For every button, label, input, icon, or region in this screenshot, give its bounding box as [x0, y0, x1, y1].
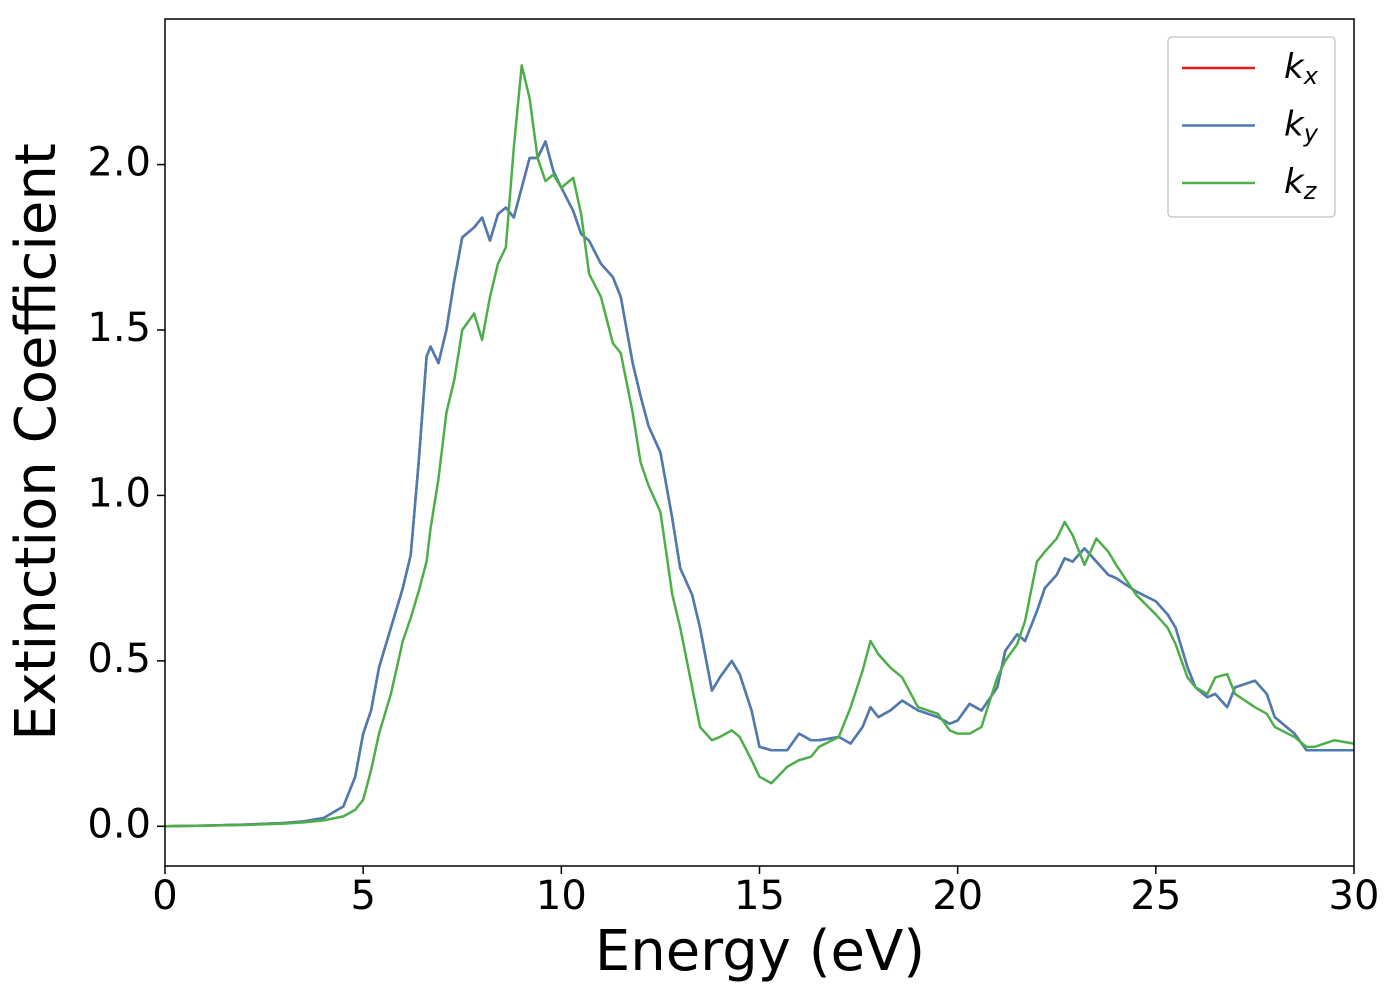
series-line — [164, 64, 1355, 828]
legend-label: kz — [1284, 162, 1318, 206]
y-tick-label: 0.0 — [87, 801, 151, 847]
x-tick-label: 10 — [536, 873, 587, 919]
x-tick-label: 0 — [152, 873, 177, 919]
series-line — [164, 140, 1354, 828]
legend-label: kx — [1284, 47, 1319, 91]
x-tick-label: 25 — [1130, 873, 1181, 919]
y-axis-label: Extinction Coefficient — [4, 143, 69, 741]
legend-label: ky — [1284, 104, 1319, 148]
x-tick-label: 15 — [734, 873, 785, 919]
series-line — [164, 140, 1354, 828]
x-tick-label: 30 — [1329, 873, 1380, 919]
y-tick-label: 1.5 — [87, 305, 151, 351]
x-axis-label: Energy (eV) — [595, 919, 925, 984]
plot-frame — [164, 18, 1355, 867]
y-tick-label: 2.0 — [87, 140, 151, 186]
legend: kx ky kz — [1167, 36, 1336, 218]
y-tick-label: 1.0 — [87, 470, 151, 516]
legend-box — [1167, 36, 1336, 218]
x-tick-label: 5 — [350, 873, 375, 919]
x-tick-label: 20 — [932, 873, 983, 919]
y-tick-label: 0.5 — [87, 636, 151, 682]
